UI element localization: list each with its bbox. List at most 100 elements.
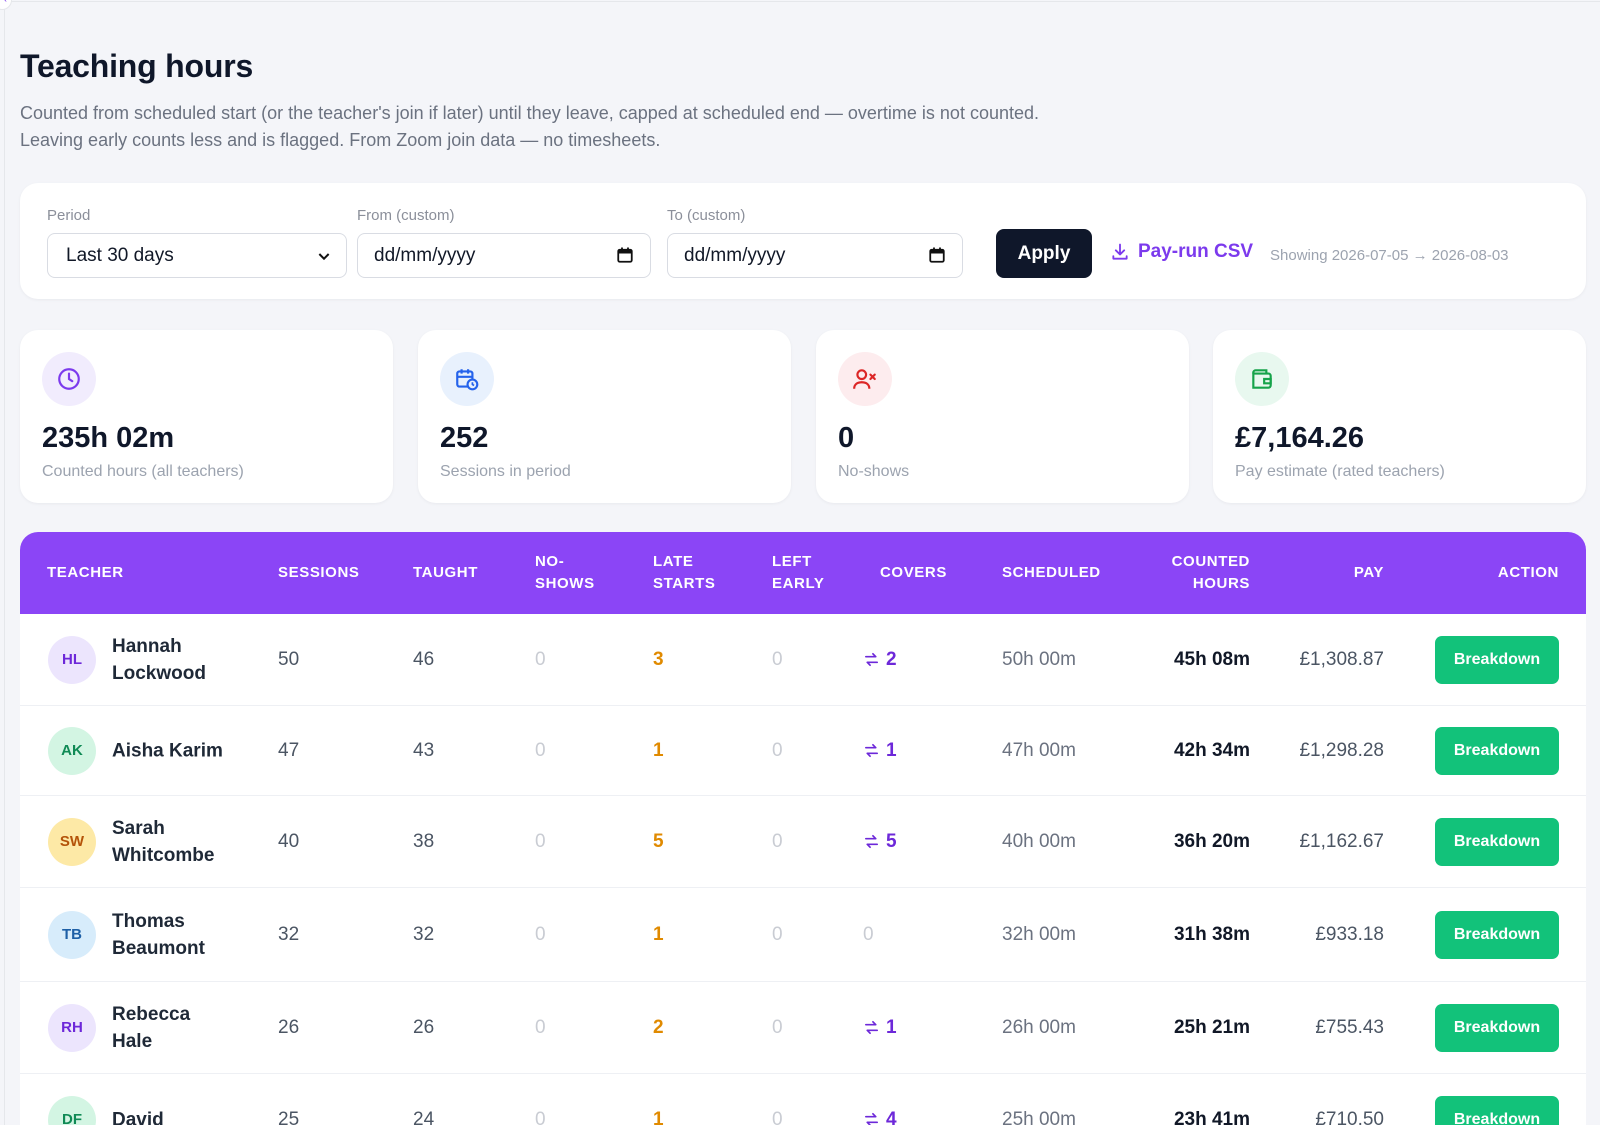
pay-value: £710.50 — [1315, 1108, 1384, 1125]
teacher-name[interactable]: Rebecca Hale — [112, 1001, 242, 1055]
pay-value: £1,308.87 — [1299, 648, 1384, 670]
stat-card-sessions: 252 Sessions in period — [418, 330, 791, 503]
scheduled-value: 32h 00m — [1002, 923, 1076, 945]
covers-value: 5 — [886, 830, 897, 852]
teacher-name[interactable]: Aisha Karim — [112, 737, 242, 764]
sidebar-collapse-chevron-icon[interactable]: ‹ — [0, 0, 12, 10]
col-no-shows[interactable]: NO- SHOWS — [535, 551, 595, 595]
counted-hours-value: 31h 38m — [1173, 923, 1250, 945]
table-row: SW Sarah Whitcombe 40 38 0 5 0 5 40h 00m 36h 20m £1… — [20, 796, 1586, 888]
col-left-early[interactable]: LEFT EARLY — [772, 551, 824, 595]
no-shows-value: 0 — [535, 830, 546, 852]
pay-value: £1,162.67 — [1299, 830, 1384, 852]
breakdown-button[interactable]: Breakdown — [1435, 910, 1559, 959]
to-date-placeholder: dd/mm/yyyy — [684, 245, 786, 266]
period-select-value: Last 30 days — [66, 245, 174, 266]
col-sessions[interactable]: SESSIONS — [278, 564, 360, 581]
stat-label: Pay estimate (rated teachers) — [1235, 463, 1445, 480]
col-no-shows-line1: NO- — [535, 553, 565, 570]
late-starts-value: 1 — [653, 739, 664, 761]
stat-label: Sessions in period — [440, 463, 571, 480]
pay-value: £1,298.28 — [1299, 739, 1384, 761]
scheduled-value: 50h 00m — [1002, 648, 1076, 670]
col-late-starts[interactable]: LATE STARTS — [653, 551, 716, 595]
teacher-name[interactable]: Sarah Whitcombe — [112, 815, 242, 869]
avatar: TB — [48, 910, 96, 959]
stat-card-pay-estimate: £7,164.26 Pay estimate (rated teachers) — [1213, 330, 1586, 503]
breakdown-button[interactable]: Breakdown — [1435, 1095, 1559, 1125]
apply-button[interactable]: Apply — [996, 229, 1092, 278]
left-early-value: 0 — [772, 648, 783, 670]
counted-hours-value: 36h 20m — [1173, 830, 1250, 852]
pay-value: £755.43 — [1315, 1016, 1384, 1038]
calendar-icon[interactable] — [616, 246, 634, 264]
date-range-summary: Showing 2026-07-05 → 2026-08-03 — [1270, 247, 1509, 264]
teacher-name-line2: Lockwood — [112, 662, 206, 684]
sessions-value: 32 — [278, 923, 300, 945]
avatar: DF — [48, 1095, 96, 1125]
breakdown-button[interactable]: Breakdown — [1435, 1003, 1559, 1052]
page-subtitle: Counted from scheduled start (or the tea… — [20, 103, 1040, 150]
col-no-shows-line2: SHOWS — [535, 575, 595, 592]
breakdown-button[interactable]: Breakdown — [1435, 635, 1559, 684]
calendar-icon[interactable] — [928, 246, 946, 264]
calendar-clock-icon — [440, 352, 494, 406]
col-covers[interactable]: COVERS — [880, 564, 947, 581]
teacher-name-line1: David — [112, 1109, 164, 1125]
stat-label: Counted hours (all teachers) — [42, 463, 244, 480]
col-late-line1: LATE — [653, 553, 694, 570]
col-counted-hours[interactable]: COUNTED HOURS — [1172, 551, 1250, 595]
swap-icon — [864, 743, 879, 758]
counted-hours-value: 23h 41m — [1173, 1108, 1250, 1125]
stat-value: 235h 02m — [42, 422, 175, 454]
scheduled-value: 26h 00m — [1002, 1016, 1076, 1038]
scheduled-value: 47h 00m — [1002, 739, 1076, 761]
left-early-value: 0 — [772, 1108, 783, 1125]
pay-value: £933.18 — [1315, 923, 1384, 945]
left-early-value: 0 — [772, 830, 783, 852]
breakdown-button[interactable]: Breakdown — [1435, 726, 1559, 775]
taught-value: 43 — [413, 739, 435, 761]
pay-run-csv-link[interactable]: Pay-run CSV — [1110, 241, 1253, 263]
teacher-name-line1: Rebecca — [112, 1003, 191, 1025]
covers-value: 2 — [886, 648, 897, 670]
sessions-value: 50 — [278, 648, 300, 670]
covers-cell: 2 — [863, 649, 897, 671]
sidebar-edge — [4, 0, 5, 1125]
teacher-name[interactable]: David — [112, 1106, 242, 1125]
taught-value: 38 — [413, 830, 435, 852]
page-title: Teaching hours — [20, 48, 254, 84]
teacher-name[interactable]: Thomas Beaumont — [112, 908, 242, 962]
stat-label: No-shows — [838, 463, 910, 480]
table-header: TEACHER SESSIONS TAUGHT NO- SHOWS LATE STA… — [20, 532, 1586, 614]
counted-hours-value: 45h 08m — [1173, 648, 1250, 670]
col-late-line2: STARTS — [653, 575, 716, 592]
user-x-icon — [838, 352, 892, 406]
sessions-value: 26 — [278, 1016, 300, 1038]
pay-run-csv-label: Pay-run CSV — [1138, 241, 1254, 262]
swap-icon — [864, 1112, 879, 1125]
col-taught[interactable]: TAUGHT — [413, 564, 478, 581]
left-early-value: 0 — [772, 923, 783, 945]
avatar: SW — [48, 817, 96, 866]
breakdown-button[interactable]: Breakdown — [1435, 817, 1559, 866]
no-shows-value: 0 — [535, 739, 546, 761]
to-date-input[interactable]: dd/mm/yyyy — [667, 233, 963, 278]
covers-cell: 1 — [863, 1017, 897, 1039]
swap-icon — [864, 1020, 879, 1035]
taught-value: 26 — [413, 1016, 435, 1038]
covers-value: 1 — [886, 1016, 897, 1038]
download-icon — [1112, 243, 1128, 260]
period-label: Period — [47, 207, 91, 224]
col-pay[interactable]: PAY — [1353, 564, 1384, 581]
stat-card-no-shows: 0 No-shows — [816, 330, 1189, 503]
period-select[interactable]: Last 30 days — [47, 233, 347, 278]
teacher-name-line1: Thomas — [112, 910, 185, 932]
col-teacher[interactable]: TEACHER — [47, 564, 124, 581]
stat-card-counted-hours: 235h 02m Counted hours (all teachers) — [20, 330, 393, 503]
from-date-input[interactable]: dd/mm/yyyy — [357, 233, 651, 278]
col-scheduled[interactable]: SCHEDULED — [1002, 564, 1101, 581]
teacher-name[interactable]: Hannah Lockwood — [112, 633, 242, 687]
late-starts-value: 5 — [653, 830, 664, 852]
covers-value: 1 — [886, 739, 897, 761]
